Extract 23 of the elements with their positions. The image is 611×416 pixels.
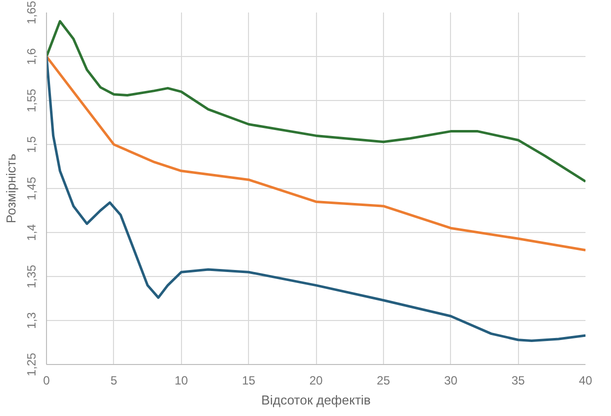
x-tick-label: 15 xyxy=(242,374,256,388)
x-tick-label: 35 xyxy=(511,374,526,388)
x-tick-label: 25 xyxy=(376,374,390,388)
line-series xyxy=(46,20,586,183)
x-tick-label: 20 xyxy=(309,374,323,388)
y-tick-label: 1,6 xyxy=(24,48,38,65)
x-axis-title: Відсоток дефектів xyxy=(261,392,371,408)
y-tick-label: 1,35 xyxy=(24,264,38,288)
x-tick-label: 10 xyxy=(174,374,188,388)
line-series xyxy=(46,55,586,252)
line-series xyxy=(46,55,586,342)
y-tick-label: 1,4 xyxy=(24,224,38,241)
y-tick-label: 1,55 xyxy=(24,88,38,112)
x-tick-label: 30 xyxy=(444,374,458,388)
x-tick-label: 0 xyxy=(43,374,50,388)
y-tick-label: 1,45 xyxy=(24,176,38,200)
y-tick-label: 1,5 xyxy=(24,136,38,153)
y-tick-label: 1,25 xyxy=(24,352,38,376)
y-tick-label: 1,3 xyxy=(24,312,38,329)
x-tick-label: 5 xyxy=(110,374,118,388)
x-tick-label: 40 xyxy=(578,374,592,388)
y-axis-title: Розмірність xyxy=(4,154,18,224)
y-tick-label: 1,65 xyxy=(24,0,38,24)
